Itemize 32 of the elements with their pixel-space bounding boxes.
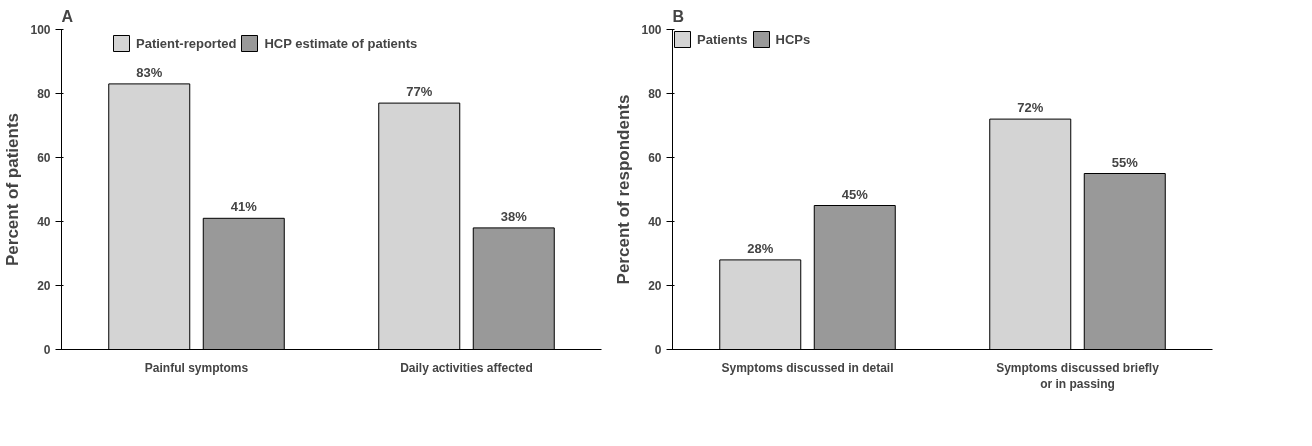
y-axis-title: Percent of respondents [614, 94, 634, 285]
data-label: 55% [1111, 154, 1139, 170]
y-tick-label: 100 [30, 23, 51, 37]
y-tick-label: 0 [654, 343, 662, 357]
legend-label: HCP estimate of patients [264, 35, 418, 51]
data-label: 41% [230, 199, 258, 215]
x-tick-label: Painful symptoms [144, 360, 249, 375]
legend-label: Patients [697, 31, 748, 47]
y-tick-label: 60 [37, 151, 51, 165]
x-tick-label: Daily activities affected [400, 360, 533, 375]
y-tick-label: 100 [641, 23, 662, 37]
chart-title: B [672, 7, 685, 25]
y-tick-label: 80 [37, 87, 51, 101]
data-label: 72% [1017, 100, 1044, 116]
y-tick-label: 20 [648, 279, 662, 293]
data-label: 45% [841, 186, 869, 202]
y-tick-label: 40 [648, 215, 662, 229]
x-tick-label: Symptoms discussed in detail [721, 360, 894, 375]
legend-label: HCPs [775, 31, 811, 47]
y-tick-label: 80 [648, 87, 662, 101]
y-tick-label: 20 [37, 279, 51, 293]
y-tick-label: 40 [37, 215, 51, 229]
chart-title: A [61, 7, 74, 25]
y-tick-label: 0 [43, 343, 51, 357]
y-axis-title: Percent of patients [3, 112, 23, 267]
data-label: 77% [406, 84, 433, 100]
data-label: 28% [747, 240, 774, 256]
x-tick-label: Symptoms discussed briefly or in passing [996, 360, 1160, 392]
legend-label: Patient-reported [136, 35, 237, 51]
data-label: 38% [500, 208, 528, 224]
y-tick-label: 60 [648, 151, 662, 165]
data-label: 83% [136, 64, 163, 80]
